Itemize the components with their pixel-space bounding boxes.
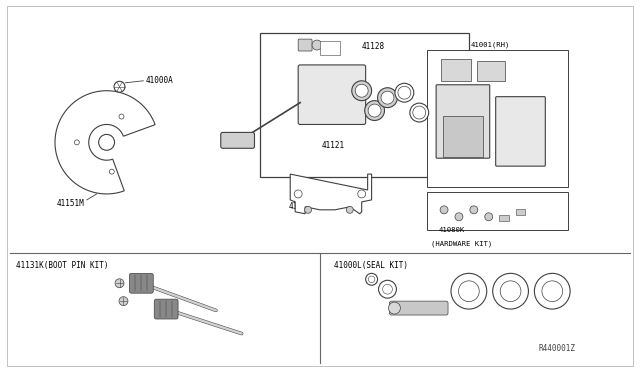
Circle shape <box>451 273 487 309</box>
Circle shape <box>410 103 429 122</box>
Circle shape <box>114 81 125 92</box>
Circle shape <box>534 273 570 309</box>
Text: 41000K: 41000K <box>481 78 507 84</box>
FancyBboxPatch shape <box>390 301 448 315</box>
Text: 41011(LH): 41011(LH) <box>471 60 510 66</box>
Circle shape <box>388 302 401 314</box>
Text: 41121: 41121 <box>322 141 345 150</box>
Polygon shape <box>290 174 372 214</box>
Circle shape <box>378 280 396 298</box>
Text: 41000L(SEAL KIT): 41000L(SEAL KIT) <box>334 261 408 270</box>
Circle shape <box>355 84 368 97</box>
Circle shape <box>365 101 385 121</box>
Text: (PAD KIT): (PAD KIT) <box>481 94 520 101</box>
FancyBboxPatch shape <box>154 299 178 319</box>
Circle shape <box>119 114 124 119</box>
Circle shape <box>398 86 411 99</box>
Circle shape <box>305 206 312 213</box>
Circle shape <box>440 206 448 214</box>
Circle shape <box>500 281 521 302</box>
Text: 41080K: 41080K <box>439 227 465 232</box>
Circle shape <box>381 91 394 104</box>
Circle shape <box>493 273 529 309</box>
Circle shape <box>294 190 302 198</box>
Polygon shape <box>55 91 155 194</box>
Circle shape <box>413 106 426 119</box>
Text: 41000A: 41000A <box>145 76 173 85</box>
Text: 41001(RH): 41001(RH) <box>471 42 510 48</box>
Text: 41131K(BOOT PIN KIT): 41131K(BOOT PIN KIT) <box>16 261 109 270</box>
Circle shape <box>458 281 479 302</box>
Circle shape <box>74 140 79 145</box>
Bar <box>427 50 568 187</box>
Circle shape <box>455 213 463 221</box>
Circle shape <box>352 81 372 101</box>
FancyBboxPatch shape <box>129 273 153 293</box>
Bar <box>477 61 504 81</box>
Circle shape <box>484 213 493 221</box>
Text: 41121: 41121 <box>322 75 345 84</box>
Text: 41014: 41014 <box>288 202 312 211</box>
FancyBboxPatch shape <box>221 132 255 148</box>
Bar <box>260 33 469 177</box>
FancyBboxPatch shape <box>495 97 545 166</box>
Text: 41151M: 41151M <box>57 199 84 208</box>
Bar <box>443 116 483 157</box>
Circle shape <box>378 88 397 108</box>
Circle shape <box>99 134 115 150</box>
Circle shape <box>383 284 392 294</box>
Circle shape <box>369 276 375 283</box>
FancyBboxPatch shape <box>436 85 490 158</box>
Circle shape <box>470 206 478 214</box>
Circle shape <box>395 83 414 102</box>
Circle shape <box>346 206 353 213</box>
Bar <box>427 192 568 230</box>
FancyBboxPatch shape <box>298 65 365 125</box>
Circle shape <box>312 40 322 50</box>
Bar <box>320 41 340 55</box>
Circle shape <box>365 273 378 285</box>
Circle shape <box>358 190 365 198</box>
Bar <box>516 209 525 215</box>
Bar <box>441 59 471 81</box>
Text: 41128: 41128 <box>362 42 385 51</box>
Text: R440001Z: R440001Z <box>538 344 575 353</box>
Text: (HARDWARE KIT): (HARDWARE KIT) <box>431 240 492 247</box>
Circle shape <box>109 169 115 174</box>
Circle shape <box>115 279 124 288</box>
Circle shape <box>368 104 381 117</box>
Circle shape <box>119 296 128 306</box>
FancyBboxPatch shape <box>298 39 312 51</box>
Circle shape <box>542 281 563 302</box>
Bar <box>499 215 509 221</box>
